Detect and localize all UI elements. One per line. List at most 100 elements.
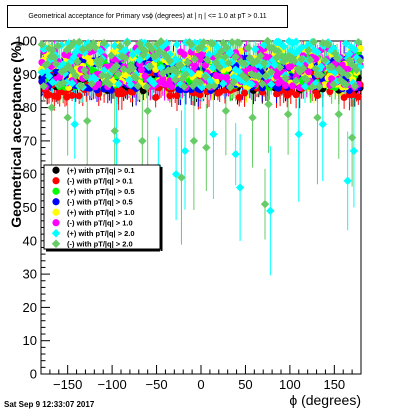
data-point	[51, 59, 61, 69]
data-point	[281, 82, 289, 90]
data-point	[120, 89, 128, 97]
y-tick-label: 50	[23, 200, 37, 215]
legend-entry: (+) with pT/|q| > 0.1	[67, 166, 135, 175]
data-point	[302, 75, 311, 84]
data-point	[259, 59, 269, 68]
data-point	[146, 62, 155, 71]
data-point	[149, 79, 159, 88]
data-point	[80, 48, 89, 57]
data-point	[173, 92, 181, 100]
data-point	[307, 82, 317, 92]
data-point	[75, 92, 83, 100]
y-tick-label: 60	[23, 167, 37, 182]
data-point	[220, 60, 230, 69]
data-point	[171, 75, 180, 85]
data-point	[71, 48, 80, 57]
data-point	[245, 53, 255, 63]
y-tick-label: 80	[23, 100, 37, 115]
x-axis-label: ϕ (degrees)	[289, 392, 361, 408]
data-point	[75, 37, 84, 47]
data-point	[128, 50, 137, 59]
legend-entry: (-) with pT/|q| > 0.1	[67, 177, 133, 186]
data-point	[243, 43, 253, 53]
data-point	[300, 82, 310, 91]
data-point	[119, 64, 128, 74]
data-point	[78, 45, 87, 54]
data-point	[251, 45, 260, 54]
data-point	[112, 61, 121, 70]
legend-entry: (+) with pT/|q| > 2.0	[67, 229, 135, 238]
data-point	[288, 38, 297, 48]
data-point	[289, 82, 297, 90]
data-point	[344, 65, 352, 73]
data-point	[204, 82, 214, 91]
y-axis: 0 10 20 30 40 50 60 70 80 90 100	[15, 34, 50, 382]
data-point	[266, 206, 275, 216]
data-point	[110, 41, 119, 50]
y-tick-label: 90	[23, 67, 37, 82]
data-point	[291, 37, 301, 46]
data-point	[352, 65, 361, 75]
data-point	[213, 43, 223, 52]
data-point	[203, 55, 212, 64]
data-point	[242, 74, 251, 83]
y-tick-label: 30	[23, 267, 37, 282]
x-tick-label: −150	[53, 377, 82, 392]
data-point	[189, 136, 199, 146]
data-point	[83, 116, 92, 126]
data-point	[117, 52, 127, 61]
data-point	[237, 47, 245, 55]
x-tick-label: −50	[146, 377, 168, 392]
data-point	[197, 42, 207, 51]
data-point	[332, 53, 342, 63]
chart-title: Geometrical acceptance for Primary vsϕ (…	[7, 5, 288, 28]
data-point	[254, 72, 263, 81]
data-point	[37, 68, 47, 77]
data-point	[291, 76, 301, 86]
data-point	[66, 42, 75, 52]
data-point	[187, 40, 196, 49]
data-point	[91, 43, 100, 52]
data-point	[137, 66, 145, 74]
data-point	[343, 176, 352, 186]
data-point	[263, 36, 272, 46]
data-point	[156, 63, 166, 73]
data-point	[57, 41, 66, 50]
data-point	[155, 46, 164, 56]
y-tick-label: 10	[23, 333, 37, 348]
data-point	[217, 47, 226, 56]
data-point	[133, 47, 143, 56]
x-tick-label: 0	[197, 377, 204, 392]
data-point	[318, 120, 327, 129]
data-point	[235, 183, 245, 192]
data-point	[287, 88, 295, 96]
data-point	[320, 56, 329, 65]
x-tick-label: 150	[323, 377, 345, 392]
data-point	[208, 63, 217, 72]
data-point	[264, 100, 273, 109]
data-point	[94, 60, 103, 69]
data-point	[166, 77, 174, 85]
data-point	[115, 42, 125, 51]
data-point	[121, 45, 130, 55]
data-point	[231, 52, 240, 62]
data-point	[59, 60, 68, 69]
data-point	[59, 78, 68, 88]
data-point	[306, 55, 315, 64]
data-point	[290, 56, 299, 66]
data-point	[199, 38, 208, 47]
data-point	[258, 79, 267, 89]
data-point	[343, 70, 352, 80]
data-point	[151, 51, 160, 61]
data-point	[313, 47, 322, 57]
data-point	[223, 74, 231, 82]
data-point	[87, 79, 96, 89]
data-point	[44, 71, 54, 81]
legend-entry: (-) with pT/|q| > 1.0	[67, 219, 133, 228]
data-point	[292, 91, 300, 99]
data-point	[89, 39, 98, 48]
data-point	[166, 92, 174, 100]
data-point	[114, 69, 123, 79]
legend-marker	[51, 229, 61, 238]
data-point	[347, 133, 357, 142]
